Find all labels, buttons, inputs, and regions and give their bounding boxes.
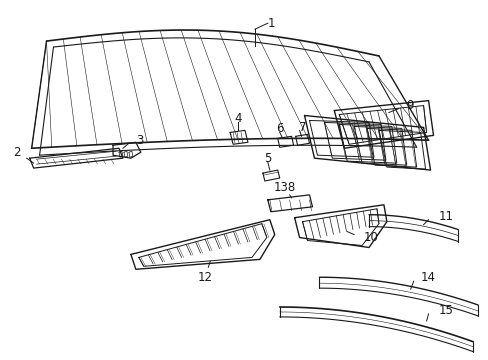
Text: 4: 4 xyxy=(234,112,241,125)
Text: 1: 1 xyxy=(267,17,275,30)
Text: 2: 2 xyxy=(13,146,20,159)
Text: 15: 15 xyxy=(438,305,452,318)
Text: 14: 14 xyxy=(420,271,435,284)
Text: 12: 12 xyxy=(198,271,212,284)
Text: 11: 11 xyxy=(438,210,452,223)
Text: 5: 5 xyxy=(264,152,271,165)
Text: 6: 6 xyxy=(275,122,283,135)
Text: 138: 138 xyxy=(273,181,295,194)
Text: 7: 7 xyxy=(298,121,305,134)
Text: 3: 3 xyxy=(136,134,143,147)
Text: 9: 9 xyxy=(406,99,413,112)
Text: 10: 10 xyxy=(364,231,378,244)
